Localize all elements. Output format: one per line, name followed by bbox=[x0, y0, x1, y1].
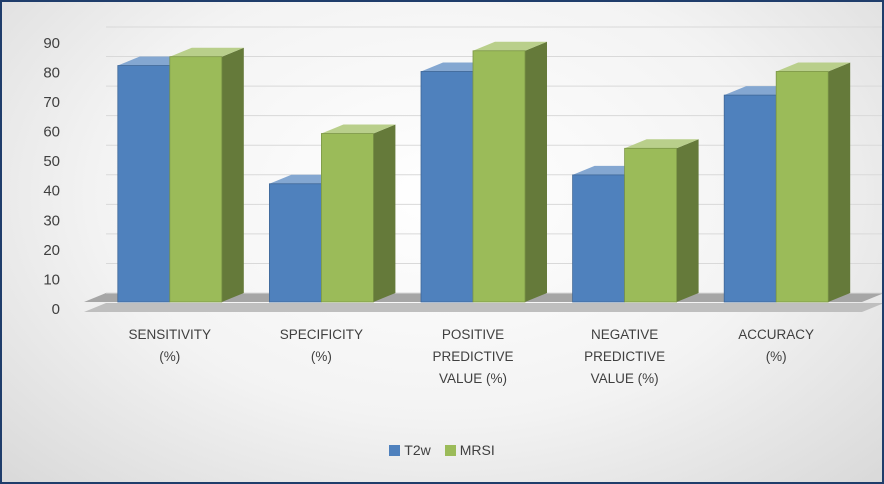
y-tick-label: 90 bbox=[43, 35, 60, 52]
bar-side bbox=[828, 62, 851, 302]
legend-item: MRSI bbox=[444, 442, 495, 458]
bar bbox=[624, 147, 677, 303]
bar bbox=[320, 133, 374, 303]
y-tick-label: 50 bbox=[43, 153, 60, 170]
legend: T2w MRSI bbox=[2, 442, 882, 458]
y-tick-label: 60 bbox=[43, 124, 60, 141]
x-tick-label: ACCURACY (%) bbox=[738, 327, 815, 364]
x-tick-label: POSITIVE PREDICTIVE VALUE (%) bbox=[432, 327, 514, 386]
legend-swatch bbox=[444, 444, 456, 456]
y-tick-label: 10 bbox=[43, 271, 60, 288]
bar-top bbox=[169, 47, 244, 57]
bar-side bbox=[221, 47, 244, 302]
x-tick-label: SENSITIVITY (%) bbox=[128, 327, 212, 364]
legend-item: T2w bbox=[389, 442, 431, 458]
bar-top bbox=[776, 62, 851, 72]
y-tick-label: 0 bbox=[52, 301, 60, 318]
legend-label: T2w bbox=[404, 442, 431, 458]
bar-top bbox=[473, 41, 547, 51]
legend-label: MRSI bbox=[459, 442, 495, 458]
y-tick-label: 20 bbox=[43, 242, 60, 259]
bar-side bbox=[676, 139, 699, 302]
y-tick-label: 40 bbox=[43, 183, 60, 200]
floor bbox=[84, 303, 882, 312]
y-tick-label: 30 bbox=[43, 212, 60, 229]
bar bbox=[169, 56, 223, 303]
x-tick-label: SPECIFICITY (%) bbox=[279, 327, 364, 364]
bar bbox=[572, 174, 625, 303]
bar bbox=[117, 65, 171, 303]
bar-side bbox=[373, 124, 396, 303]
bar bbox=[268, 183, 322, 303]
bar-top bbox=[321, 124, 396, 134]
bar bbox=[723, 94, 777, 303]
bar-top bbox=[624, 139, 699, 149]
bar bbox=[775, 71, 829, 303]
bar bbox=[472, 50, 526, 303]
bar bbox=[420, 71, 474, 303]
legend-swatch bbox=[389, 444, 401, 456]
bar-side bbox=[525, 41, 547, 303]
y-tick-label: 70 bbox=[43, 94, 60, 111]
x-tick-label: NEGATIVE PREDICTIVE VALUE (%) bbox=[584, 327, 666, 386]
y-tick-label: 80 bbox=[43, 65, 60, 82]
